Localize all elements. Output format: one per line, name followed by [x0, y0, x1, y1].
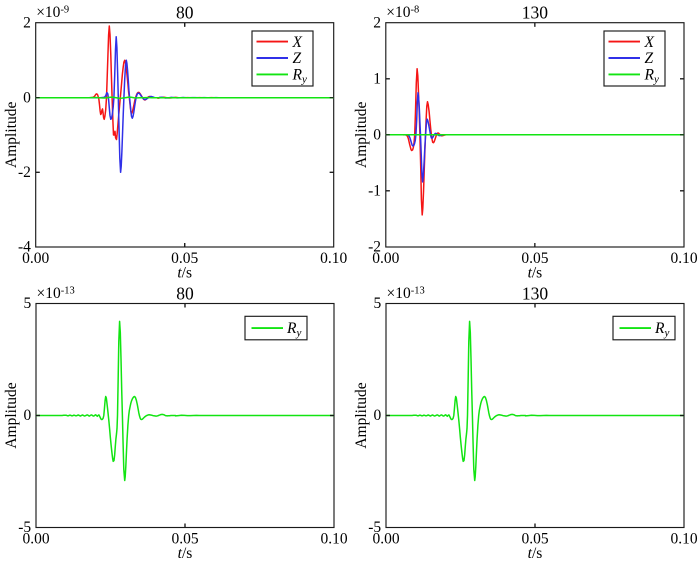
svg-text:Amplitude: Amplitude — [353, 382, 370, 448]
svg-text:5: 5 — [23, 295, 31, 312]
svg-text:0.05: 0.05 — [521, 531, 548, 548]
svg-text:0.10: 0.10 — [320, 250, 347, 267]
svg-text:t/s: t/s — [528, 265, 543, 282]
svg-text:X: X — [644, 34, 655, 51]
svg-text:2: 2 — [23, 15, 31, 32]
svg-text:-1: -1 — [368, 183, 381, 200]
svg-text:80: 80 — [176, 283, 194, 303]
svg-text:Amplitude: Amplitude — [3, 102, 20, 168]
svg-text:-4: -4 — [18, 239, 31, 256]
svg-text:Z: Z — [293, 50, 302, 67]
svg-text:-2: -2 — [18, 164, 31, 181]
svg-text:0.05: 0.05 — [521, 250, 548, 267]
svg-text:5: 5 — [373, 295, 381, 312]
svg-text:130: 130 — [522, 283, 549, 303]
svg-text:0: 0 — [373, 127, 381, 144]
svg-text:0: 0 — [373, 407, 381, 424]
svg-text:t/s: t/s — [177, 265, 192, 282]
svg-text:Z: Z — [645, 50, 654, 67]
svg-text:0.10: 0.10 — [670, 531, 697, 548]
svg-text:130: 130 — [522, 3, 549, 23]
svg-text:0.00: 0.00 — [22, 531, 49, 548]
svg-text:0.10: 0.10 — [320, 531, 347, 548]
svg-text:-5: -5 — [368, 519, 381, 536]
svg-text:t/s: t/s — [178, 545, 193, 561]
svg-text:0.00: 0.00 — [372, 250, 399, 267]
svg-text:0.10: 0.10 — [670, 250, 697, 267]
svg-text:Amplitude: Amplitude — [353, 102, 370, 168]
svg-text:0.00: 0.00 — [22, 250, 49, 267]
svg-text:0: 0 — [23, 89, 31, 106]
svg-text:Amplitude: Amplitude — [3, 382, 20, 448]
svg-text:-2: -2 — [368, 239, 381, 256]
svg-text:t/s: t/s — [528, 545, 543, 561]
svg-text:0.00: 0.00 — [372, 531, 399, 548]
svg-text:0: 0 — [23, 407, 31, 424]
svg-text:0.05: 0.05 — [171, 531, 198, 548]
svg-text:X: X — [292, 34, 303, 51]
svg-text:0.05: 0.05 — [171, 250, 198, 267]
svg-text:80: 80 — [176, 3, 194, 23]
svg-text:2: 2 — [373, 15, 381, 32]
svg-text:1: 1 — [373, 71, 381, 88]
svg-text:-5: -5 — [18, 519, 31, 536]
